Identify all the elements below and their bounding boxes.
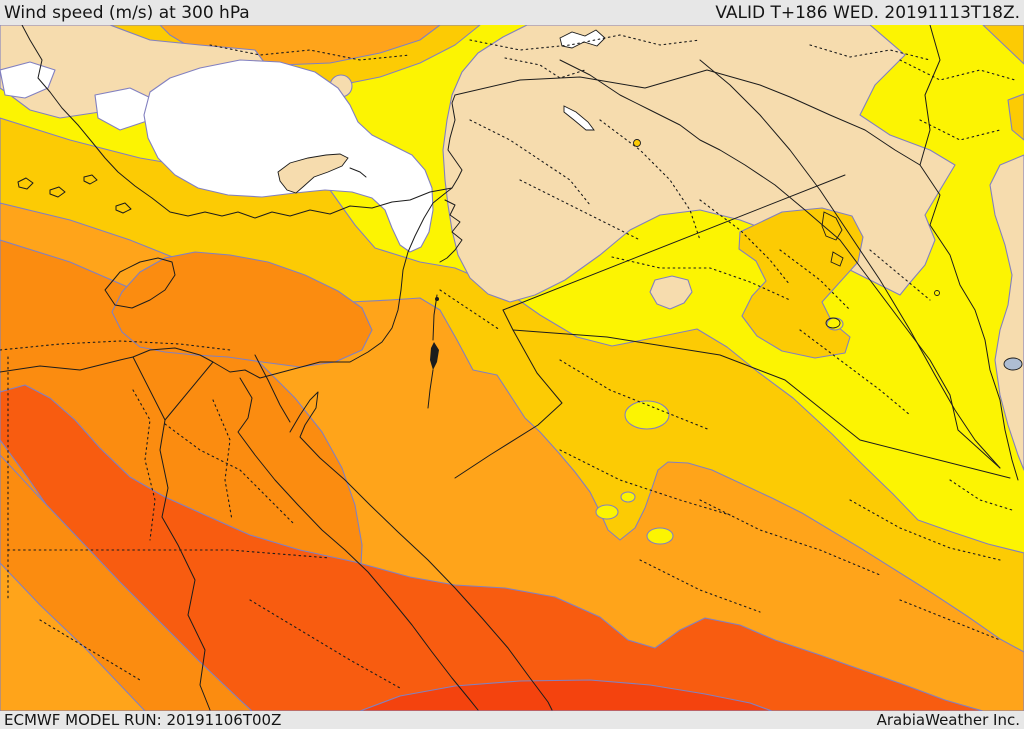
contour-cream-wiraq-blob xyxy=(649,275,693,310)
lake-tharthar xyxy=(821,211,843,241)
lake-assad xyxy=(563,105,595,131)
tigris-river xyxy=(699,59,1001,469)
mediterranean-coastline xyxy=(0,94,463,379)
sea-of-galilee xyxy=(435,297,439,301)
turkey-syria-border xyxy=(454,69,921,166)
page-title: Wind speed (m/s) at 300 hPa xyxy=(4,2,250,23)
cyprus-island xyxy=(277,153,349,194)
lake-habbaniyah xyxy=(830,251,844,267)
small-lake-dot xyxy=(934,290,940,296)
branding-label: ArabiaWeather Inc. xyxy=(876,711,1020,729)
contour-white-calm-blob xyxy=(143,59,434,253)
euphrates-river xyxy=(559,59,951,396)
contour-yellow-pocket-1 xyxy=(624,400,670,430)
header-bar: Wind speed (m/s) at 300 hPa VALID T+186 … xyxy=(0,0,1024,25)
ataturk-reservoir xyxy=(559,29,606,49)
contour-gold-jordan-blob xyxy=(738,207,864,359)
contour-gold-ne-corner xyxy=(982,25,1024,65)
contour-gold-right-strip xyxy=(1007,93,1024,141)
shatt-al-arab xyxy=(949,394,1001,469)
israel-egypt-border xyxy=(254,354,291,423)
contour-corner-orange xyxy=(0,562,146,711)
saudi-iraq-border xyxy=(512,329,1011,479)
jordan-valley-line xyxy=(427,294,438,409)
contour-cream-iran-strip xyxy=(989,154,1024,471)
iran-border xyxy=(919,25,1019,481)
gulf-of-suez-coast xyxy=(237,377,479,711)
contour-yellow-pocket-3 xyxy=(620,491,636,503)
wind-speed-map xyxy=(0,25,1024,711)
model-run-label: ECMWF MODEL RUN: 20191106T00Z xyxy=(4,711,282,729)
cyprus-east-tail xyxy=(349,167,367,178)
lake-urmia xyxy=(1003,357,1023,371)
nile-river xyxy=(159,419,211,711)
syria-iraq-border xyxy=(502,174,846,311)
dead-sea xyxy=(430,342,439,370)
contour-yellow-pocket-2 xyxy=(595,504,619,520)
weather-map-container xyxy=(0,25,1024,711)
contour-yellow-pocket-4 xyxy=(646,527,674,545)
lakes xyxy=(559,29,940,329)
coastlines-and-borders xyxy=(0,25,1019,711)
gold-dot-syria xyxy=(633,139,641,147)
lake-razzaza xyxy=(825,317,841,329)
contour-white-aegean-1 xyxy=(0,61,56,99)
dotted-admin-borders xyxy=(0,34,1016,689)
contour-red-core xyxy=(359,679,773,711)
contour-deep-orange-sea-blob xyxy=(111,251,373,368)
gulf-of-aqaba-red-sea-coast xyxy=(289,391,553,711)
crete-island xyxy=(104,257,176,309)
anatolia-south-coast xyxy=(21,25,453,219)
valid-timestamp: VALID T+186 WED. 20191113T18Z. xyxy=(715,2,1020,23)
footer-bar: ECMWF MODEL RUN: 20191106T00Z ArabiaWeat… xyxy=(0,711,1024,729)
lebanon-border xyxy=(439,199,463,263)
aegean-islands xyxy=(17,174,132,214)
